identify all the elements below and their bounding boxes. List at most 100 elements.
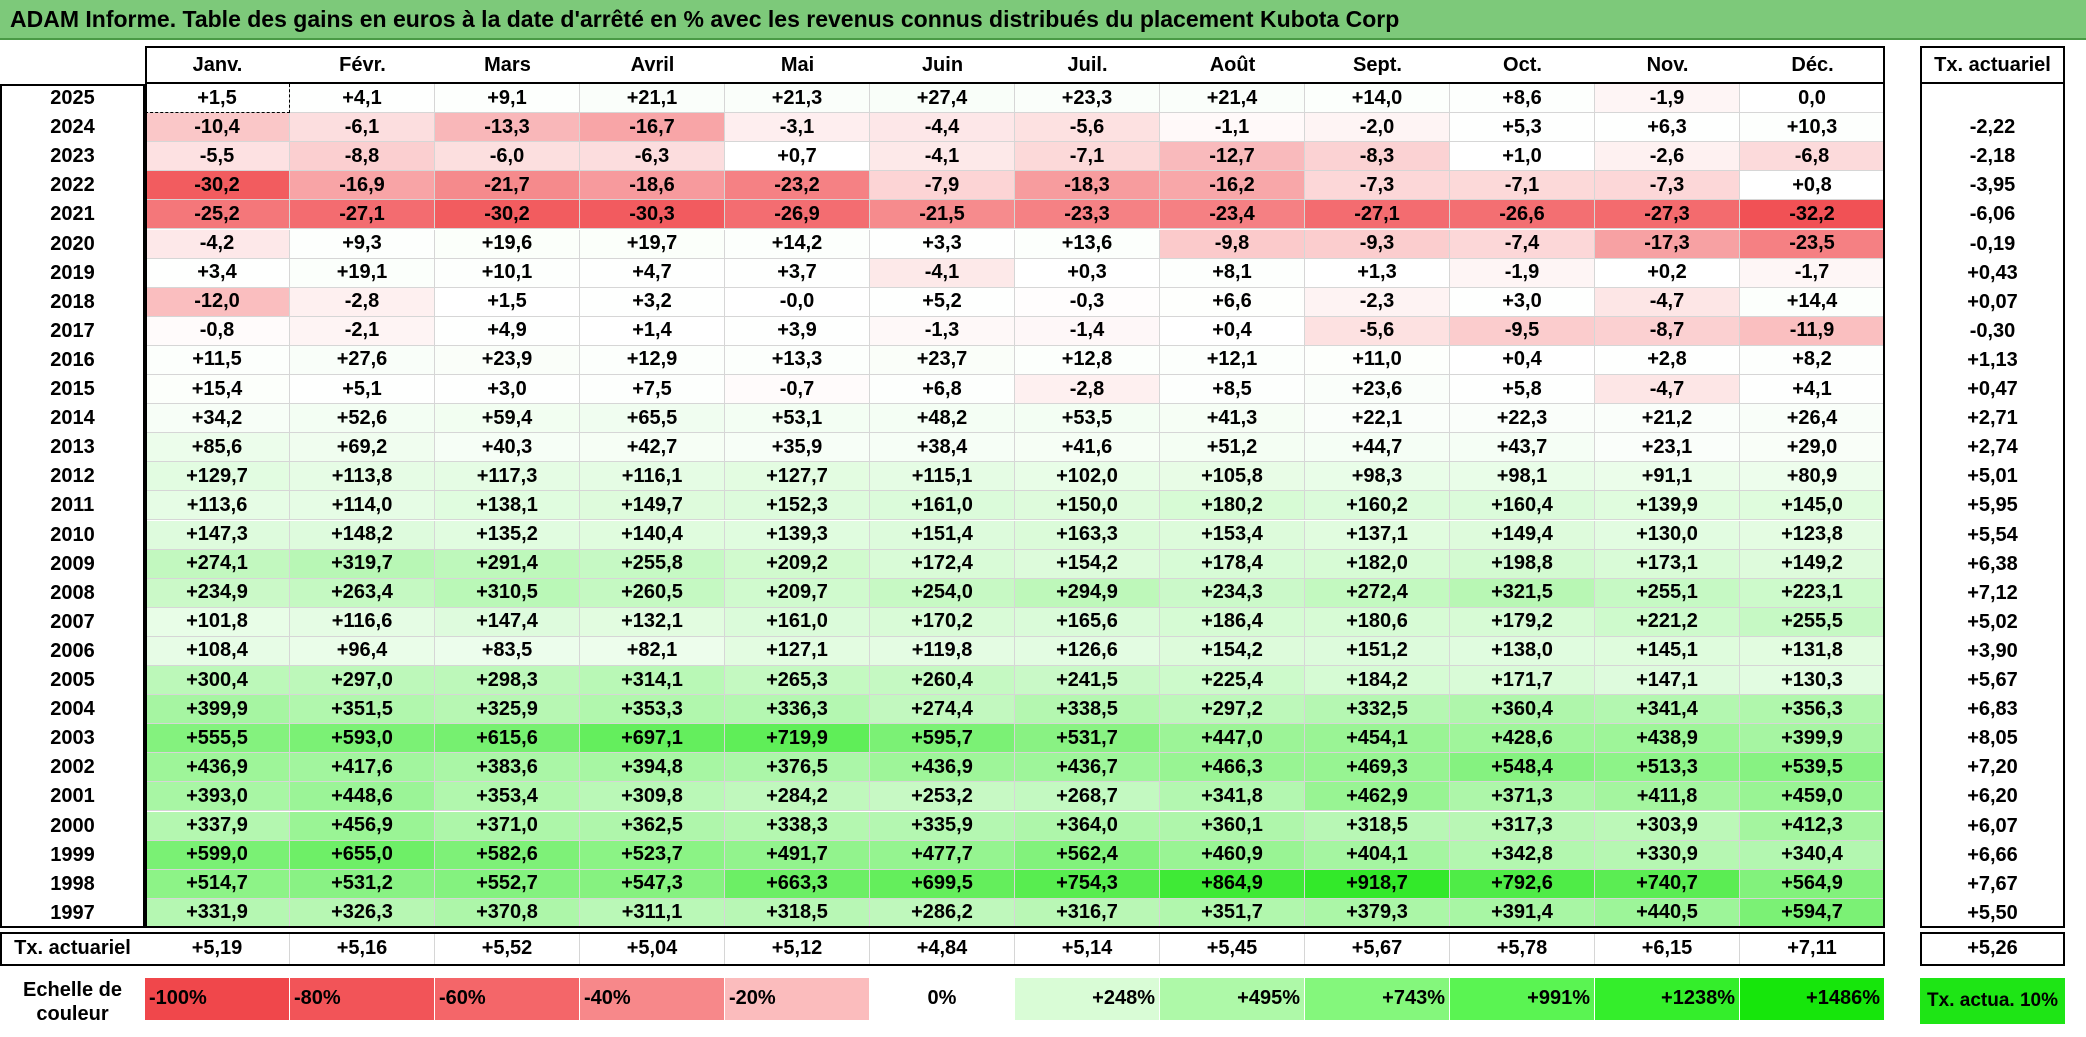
table-cell: +309,8 [580,782,725,812]
table-cell: +514,7 [145,869,290,899]
table-cell: +321,5 [1450,578,1595,608]
month-header: Mars [484,53,531,76]
year-label: 2007 [50,610,95,633]
color-scale-swatch: +495% [1160,977,1305,1020]
table-cell: +353,3 [580,695,725,725]
tx-actuariel-value: +0,43 [1967,261,2018,284]
tx-actuariel-value: +5,95 [1967,494,2018,517]
table-cell: -7,3 [1305,171,1450,201]
month-header: Déc. [1791,53,1834,76]
table-cell: +69,2 [290,433,435,463]
table-cell: +3,0 [1450,287,1595,317]
table-cell: +223,1 [1740,578,1885,608]
table-cell: +147,1 [1595,666,1740,696]
table-cell: +138,1 [435,491,580,521]
table-cell: +294,9 [1015,578,1160,608]
table-cell: +153,4 [1160,520,1305,550]
table-cell: +150,0 [1015,491,1160,521]
table-cell: -9,8 [1160,229,1305,259]
table-cell: +436,7 [1015,753,1160,783]
table-cell: +362,5 [580,811,725,841]
table-cell: +12,9 [580,345,725,375]
table-cell: +127,7 [725,462,870,492]
color-scale-label: Echelle de couleur [23,978,122,1025]
month-header: Juil. [1067,53,1108,76]
table-cell: +130,3 [1740,666,1885,696]
table-cell: +1,3 [1305,258,1450,288]
table-cell: -18,3 [1015,171,1160,201]
footer-value: +5,19 [145,931,290,966]
table-cell: -17,3 [1595,229,1740,259]
table-cell: -27,3 [1595,200,1740,230]
table-cell: -23,2 [725,171,870,201]
table-cell: +12,8 [1015,345,1160,375]
table-cell: -26,6 [1450,200,1595,230]
table-cell: +404,1 [1305,840,1450,870]
month-header: Mai [780,53,815,76]
table-cell: +23,1 [1595,433,1740,463]
table-cell: +139,9 [1595,491,1740,521]
table-cell: -32,2 [1740,200,1885,230]
table-cell: +180,2 [1160,491,1305,521]
table-cell: +9,3 [290,229,435,259]
table-cell: -12,7 [1160,142,1305,172]
tx-actuariel-value: +1,13 [1967,348,2018,371]
table-cell: +371,0 [435,811,580,841]
table-cell: +539,5 [1740,753,1885,783]
table-cell: -4,1 [870,142,1015,172]
table-cell: +337,9 [145,811,290,841]
table-cell: +298,3 [435,666,580,696]
table-cell: +1,5 [145,84,290,114]
table-cell: +98,1 [1450,462,1595,492]
footer-value: +7,11 [1740,931,1885,966]
table-cell: +263,4 [290,578,435,608]
table-cell: +139,3 [725,520,870,550]
table-cell: +331,9 [145,898,290,928]
table-cell: +3,0 [435,375,580,405]
table-cell: -13,3 [435,113,580,143]
table-cell: +19,6 [435,229,580,259]
table-cell: -16,2 [1160,171,1305,201]
table-cell: +83,5 [435,636,580,666]
table-cell: -8,3 [1305,142,1450,172]
table-cell: +113,6 [145,491,290,521]
table-cell: -6,8 [1740,142,1885,172]
table-cell: +615,6 [435,724,580,754]
table-cell: +332,5 [1305,695,1450,725]
table-cell: +552,7 [435,869,580,899]
year-label: 2024 [50,116,95,139]
tx-actuariel-value: +6,83 [1967,698,2018,721]
tx-actuariel-value: -0,30 [1969,319,2016,342]
table-cell: -23,3 [1015,200,1160,230]
table-cell: +149,7 [580,491,725,521]
table-cell: +531,7 [1015,724,1160,754]
table-cell: +148,2 [290,520,435,550]
table-cell: +562,4 [1015,840,1160,870]
table-cell: +234,9 [145,578,290,608]
table-cell: -10,4 [145,113,290,143]
table-cell: +8,5 [1160,375,1305,405]
year-label: 1999 [50,843,95,866]
table-cell: -1,9 [1595,84,1740,114]
color-scale-swatch: -80% [290,977,435,1020]
table-cell: +341,4 [1595,695,1740,725]
table-cell: +51,2 [1160,433,1305,463]
table-cell: +316,7 [1015,898,1160,928]
table-cell: +23,7 [870,345,1015,375]
tx-actuariel-value: +2,71 [1967,407,2018,430]
table-cell: +663,3 [725,869,870,899]
table-cell: +13,3 [725,345,870,375]
table-cell: -27,1 [1305,200,1450,230]
table-cell: -30,2 [435,200,580,230]
month-header: Avril [630,53,675,76]
table-cell: -3,1 [725,113,870,143]
table-cell: +593,0 [290,724,435,754]
year-label: 2010 [50,523,95,546]
table-cell: +14,0 [1305,84,1450,114]
table-cell: +26,4 [1740,404,1885,434]
table-cell: +260,5 [580,578,725,608]
table-cell: +440,5 [1595,898,1740,928]
table-cell: +14,2 [725,229,870,259]
year-label: 2008 [50,581,95,604]
table-cell: +740,7 [1595,869,1740,899]
